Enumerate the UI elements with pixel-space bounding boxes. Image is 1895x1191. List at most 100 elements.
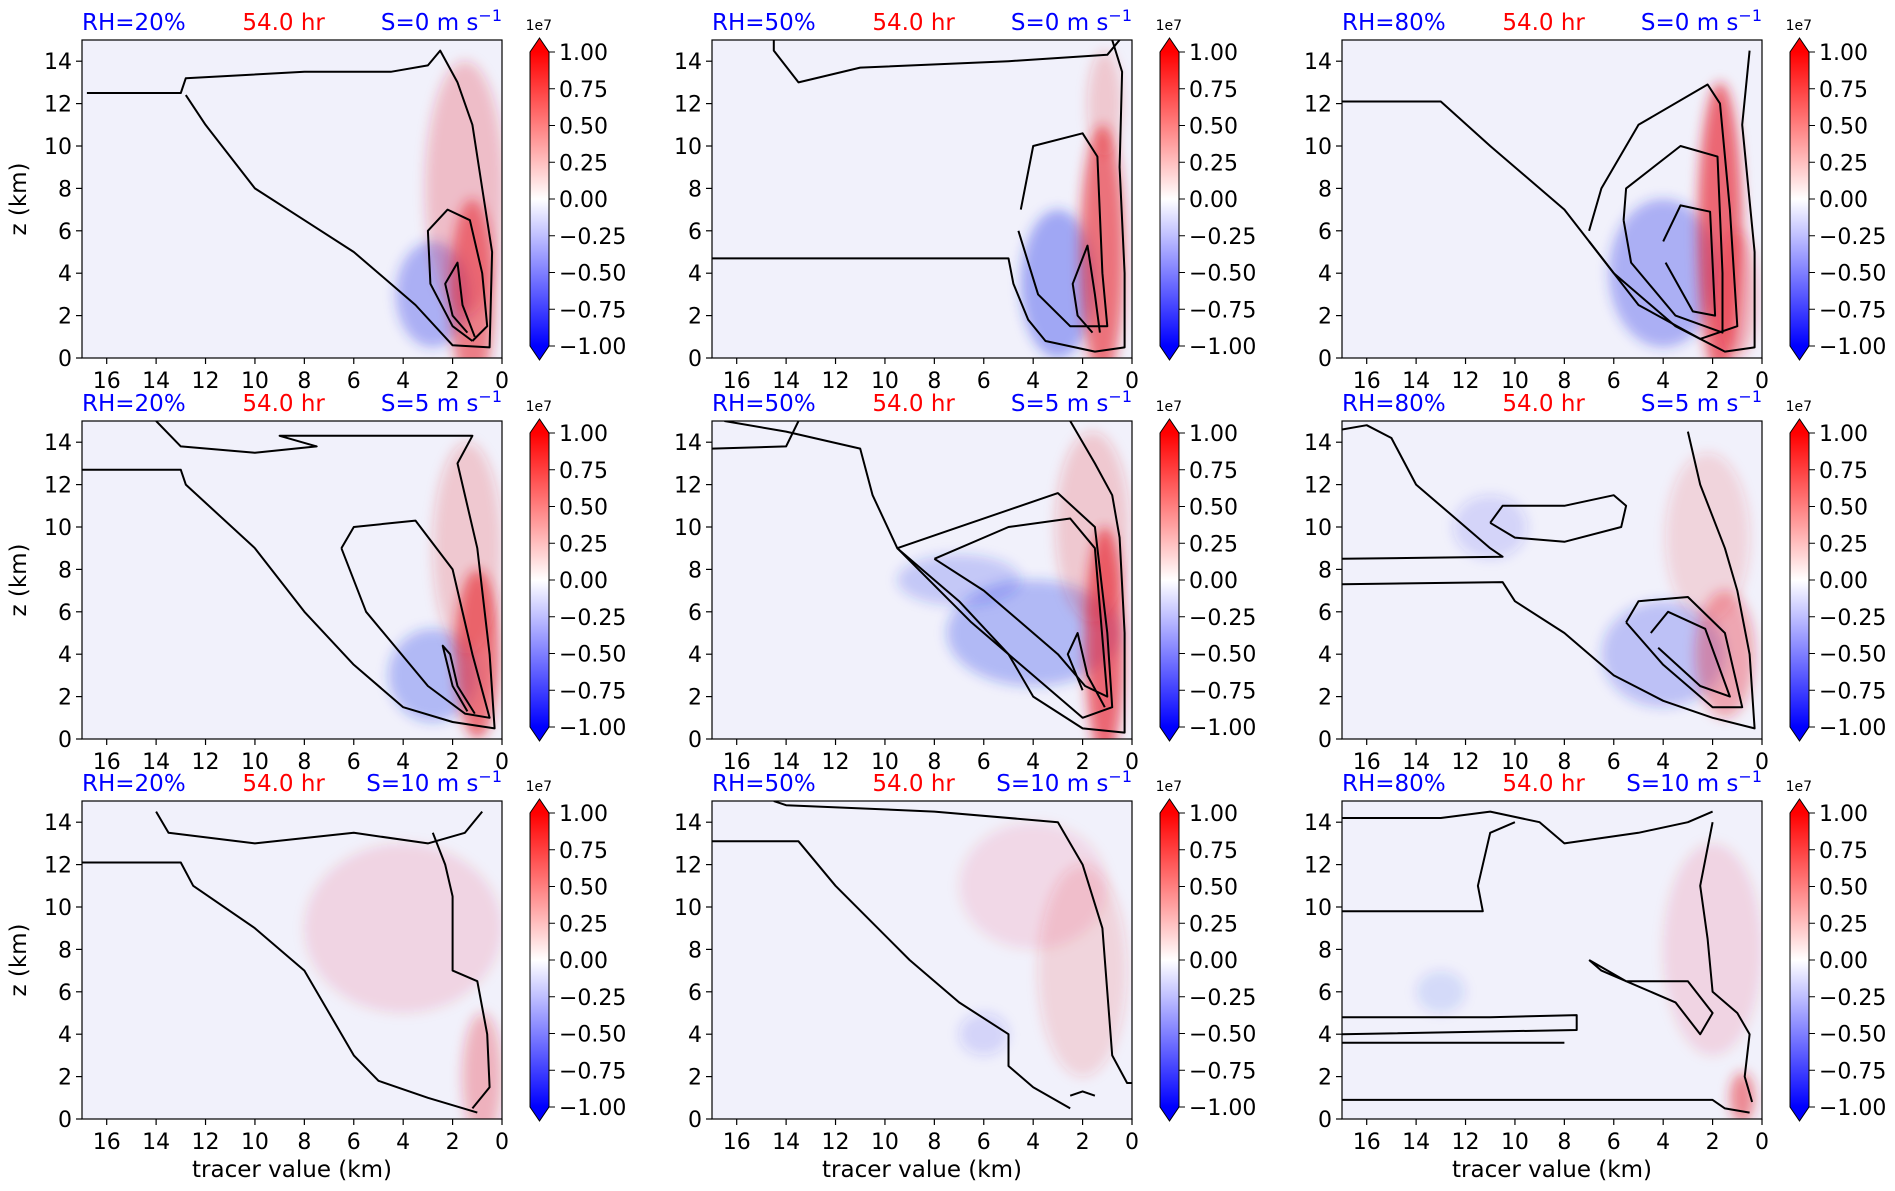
colorbar-tick-label: −0.50 <box>1189 262 1256 287</box>
shear-title: S=5 m s−1 <box>1011 387 1132 417</box>
plot-frame <box>711 39 1133 359</box>
contour-line <box>1342 431 1756 730</box>
y-tick-label: 2 <box>58 1066 72 1091</box>
contour-line <box>340 519 491 719</box>
shear-title: S=0 m s−1 <box>1641 6 1762 36</box>
colorbar-extend-max <box>1160 38 1179 52</box>
field-layer <box>1342 424 1756 730</box>
y-tick-label: 6 <box>58 981 72 1006</box>
colorbar-tick-label: 0.75 <box>1819 78 1868 103</box>
contour-line <box>1342 1098 1750 1114</box>
x-tick-label: 10 <box>1501 1130 1529 1155</box>
colorbar-exponent: 1e7 <box>1156 18 1182 34</box>
x-tick-label: 8 <box>297 750 311 775</box>
positive-anomaly <box>1717 230 1758 358</box>
x-tick-label: 8 <box>1557 750 1571 775</box>
contour-line <box>1342 821 1516 913</box>
positive-anomaly <box>1695 590 1755 718</box>
colorbar-tick-label: 0.50 <box>1189 496 1238 521</box>
x-tick-label: 16 <box>1353 750 1381 775</box>
x-tick-label: 4 <box>396 1130 410 1155</box>
x-tick-label: 12 <box>1452 750 1480 775</box>
colorbar-tick-label: 0.50 <box>1819 496 1868 521</box>
y-axis-label: z (km) <box>6 543 32 616</box>
contour-line <box>155 810 483 845</box>
colorbar-exponent: 1e7 <box>1156 399 1182 415</box>
colorbar-extend-min <box>530 727 549 741</box>
colorbar-tick-label: −0.25 <box>1189 225 1256 250</box>
colorbar: 1e7 1.00 0.75 0.50 0.25 0.00 −0.25 −0.50 −0.75 −1… <box>1156 399 1256 742</box>
contour-line <box>933 517 1109 698</box>
colorbar-tick-label: 0.50 <box>1819 876 1868 901</box>
y-tick-label: 14 <box>44 431 72 456</box>
x-tick-label: 6 <box>1607 369 1621 394</box>
time-title: 54.0 hr <box>872 10 955 36</box>
panel-9: 16 14 12 10 8 6 4 2 0 0 2 4 6 8 10 12 14 RH=80% 54.0 hr S=1… <box>1304 767 1886 1183</box>
colorbar: 1e7 1.00 0.75 0.50 0.25 0.00 −0.25 −0.50 −0.75 −1… <box>1786 18 1886 361</box>
field-layer <box>712 421 1130 739</box>
colorbar-exponent: 1e7 <box>526 18 552 34</box>
colorbar-extend-max <box>1160 799 1179 813</box>
plot-frame <box>1341 39 1763 359</box>
contour-line <box>1017 132 1109 328</box>
contour-line <box>712 421 800 450</box>
x-tick-label: 12 <box>1452 369 1480 394</box>
x-tick-label: 4 <box>1026 750 1040 775</box>
colorbar-tick-label: 1.00 <box>559 422 608 447</box>
colorbar-extend-min <box>1790 727 1809 741</box>
y-tick-label: 10 <box>674 516 702 541</box>
y-tick-label: 0 <box>58 728 72 753</box>
x-tick-label: 14 <box>142 750 170 775</box>
y-tick-label: 14 <box>1304 50 1332 75</box>
x-tick-label: 4 <box>1656 750 1670 775</box>
x-tick-label: 10 <box>871 1130 899 1155</box>
positive-anomaly <box>1663 843 1762 1056</box>
y-axis-label: z (km) <box>6 923 32 996</box>
positive-anomaly <box>1087 50 1123 157</box>
y-tick-label: 0 <box>688 347 702 372</box>
y-tick-label: 6 <box>1318 220 1332 245</box>
rh-title: RH=50% <box>712 10 816 36</box>
colorbar-tick-label: −0.50 <box>559 643 626 668</box>
x-tick-label: 10 <box>241 750 269 775</box>
x-tick-label: 8 <box>1557 369 1571 394</box>
colorbar-tick-label: 1.00 <box>1189 802 1238 827</box>
plot-frame <box>711 800 1133 1120</box>
rh-title: RH=80% <box>1342 10 1446 36</box>
rh-title: RH=80% <box>1342 771 1446 797</box>
colorbar-tick-label: −0.75 <box>1189 679 1256 704</box>
colorbar-tick-label: −0.25 <box>559 606 626 631</box>
x-axis-label: tracer value (km) <box>1452 1157 1652 1183</box>
x-tick-label: 0 <box>1125 750 1139 775</box>
colorbar-tick-label: 0.00 <box>559 949 608 974</box>
contour-line <box>1342 1014 1578 1036</box>
y-tick-label: 12 <box>674 474 702 499</box>
x-tick-label: 8 <box>927 369 941 394</box>
y-tick-label: 0 <box>1318 347 1332 372</box>
time-title: 54.0 hr <box>242 771 325 797</box>
y-tick-label: 4 <box>58 643 72 668</box>
colorbar-extend-max <box>1790 38 1809 52</box>
shear-title: S=10 m s−1 <box>1626 767 1762 797</box>
colorbar-tick-label: 0.75 <box>1819 459 1868 484</box>
y-tick-label: 4 <box>58 1023 72 1048</box>
contour-line <box>1622 145 1724 334</box>
colorbar-tick-label: 0.25 <box>1819 912 1868 937</box>
contour-line <box>1342 810 1713 845</box>
y-tick-label: 10 <box>44 516 72 541</box>
y-tick-label: 4 <box>688 262 702 287</box>
colorbar-tick-label: 0.00 <box>1189 569 1238 594</box>
x-tick-label: 4 <box>1656 369 1670 394</box>
x-tick-label: 8 <box>927 750 941 775</box>
colorbar-tick-label: −0.75 <box>1819 298 1886 323</box>
y-tick-label: 6 <box>1318 601 1332 626</box>
contour-line <box>1588 959 1714 1036</box>
x-tick-label: 2 <box>1706 369 1720 394</box>
colorbar-tick-label: −0.25 <box>1819 225 1886 250</box>
colorbar-tick-label: 0.75 <box>559 459 608 484</box>
y-tick-label: 2 <box>688 1066 702 1091</box>
y-tick-label: 14 <box>674 431 702 456</box>
y-tick-label: 10 <box>1304 896 1332 921</box>
shear-title: S=0 m s−1 <box>1011 6 1132 36</box>
colorbar-tick-label: −1.00 <box>559 1096 626 1121</box>
